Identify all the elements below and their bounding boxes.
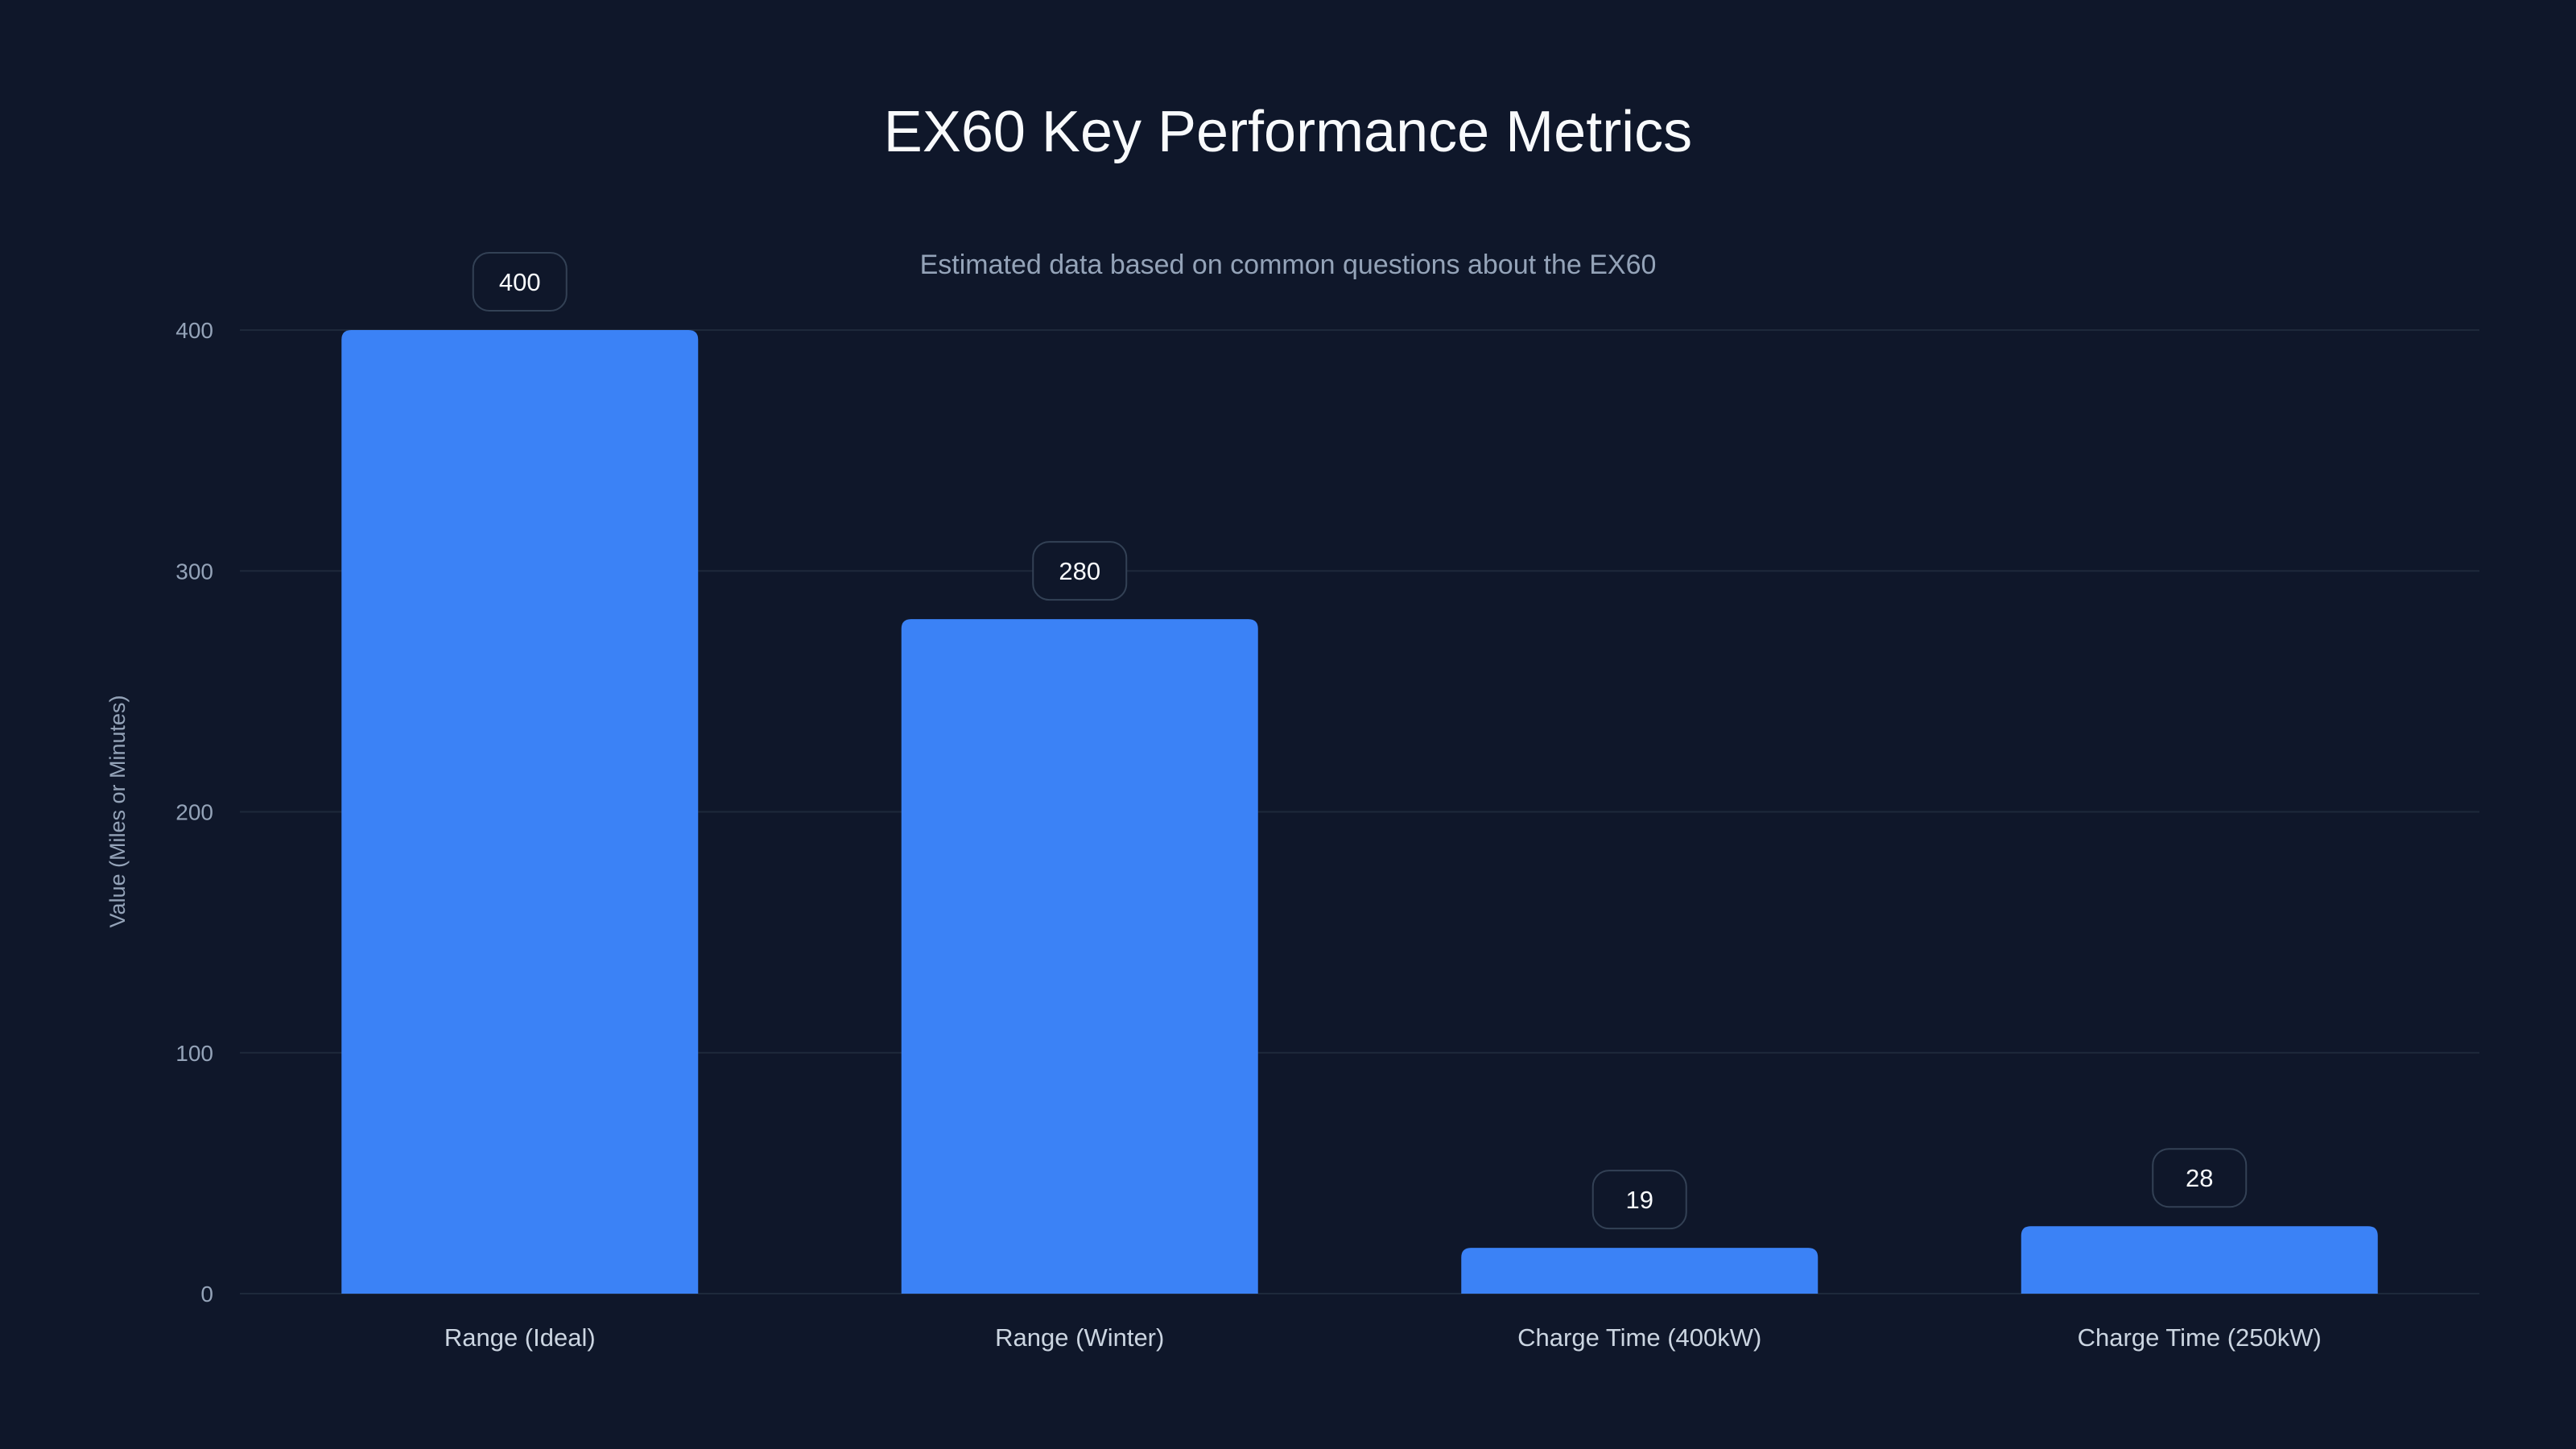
x-tick-label: Range (Ideal) bbox=[444, 1323, 596, 1352]
value-label-box bbox=[2152, 1148, 2248, 1208]
y-tick-label: 200 bbox=[175, 800, 213, 825]
value-label: 400 bbox=[499, 268, 541, 296]
bar bbox=[2021, 1226, 2378, 1294]
y-tick-label: 400 bbox=[175, 318, 213, 343]
chart-title: EX60 Key Performance Metrics bbox=[884, 100, 1692, 164]
y-tick-label: 100 bbox=[175, 1041, 213, 1066]
x-tick-label: Charge Time (400kW) bbox=[1517, 1323, 1761, 1352]
bar bbox=[341, 330, 699, 1294]
y-tick-label: 0 bbox=[200, 1282, 213, 1307]
value-label: 28 bbox=[2186, 1164, 2213, 1192]
x-tick-label: Range (Winter) bbox=[995, 1323, 1164, 1352]
value-label: 19 bbox=[1626, 1186, 1653, 1214]
y-axis-label: Value (Miles or Minutes) bbox=[105, 695, 130, 927]
value-label: 280 bbox=[1059, 557, 1100, 585]
value-label-box bbox=[1591, 1170, 1687, 1230]
value-label-box bbox=[1032, 541, 1128, 601]
y-tick-label: 300 bbox=[175, 559, 213, 584]
value-label-box bbox=[472, 252, 568, 312]
bar bbox=[1461, 1248, 1818, 1294]
x-tick-label: Charge Time (250kW) bbox=[2078, 1323, 2322, 1352]
chart-subtitle: Estimated data based on common questions… bbox=[920, 250, 1657, 280]
bar bbox=[901, 619, 1258, 1294]
